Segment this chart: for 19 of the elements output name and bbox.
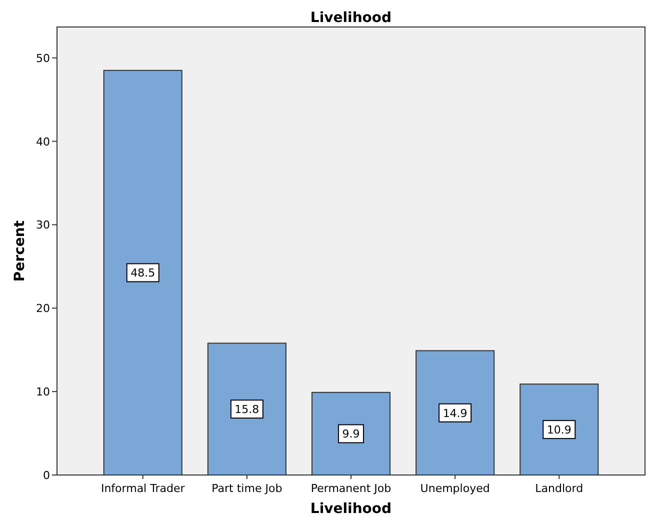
y-axis-title: Percent <box>12 220 28 282</box>
y-tick-label: 40 <box>36 135 50 148</box>
data-label: 9.9 <box>342 428 360 441</box>
y-tick-label: 20 <box>36 302 50 316</box>
data-label: 14.9 <box>442 406 468 420</box>
y-tick-label: 10 <box>36 386 50 399</box>
x-tick-label: Part time Job <box>212 482 282 495</box>
data-label: 10.9 <box>546 424 572 437</box>
y-tick-label: 30 <box>36 218 50 232</box>
x-axis-title: Livelihood <box>310 501 392 517</box>
chart-title: Livelihood <box>310 10 392 26</box>
y-tick-label: 0 <box>43 469 50 482</box>
x-tick-label: Informal Trader <box>100 482 186 495</box>
data-label: 15.8 <box>234 403 260 416</box>
x-tick-label: Unemployed <box>420 482 490 495</box>
y-tick-label: 50 <box>36 52 50 65</box>
x-tick-label: Landlord <box>535 482 584 495</box>
x-tick-label: Permanent Job <box>310 482 392 495</box>
data-label: 48.5 <box>130 266 156 280</box>
